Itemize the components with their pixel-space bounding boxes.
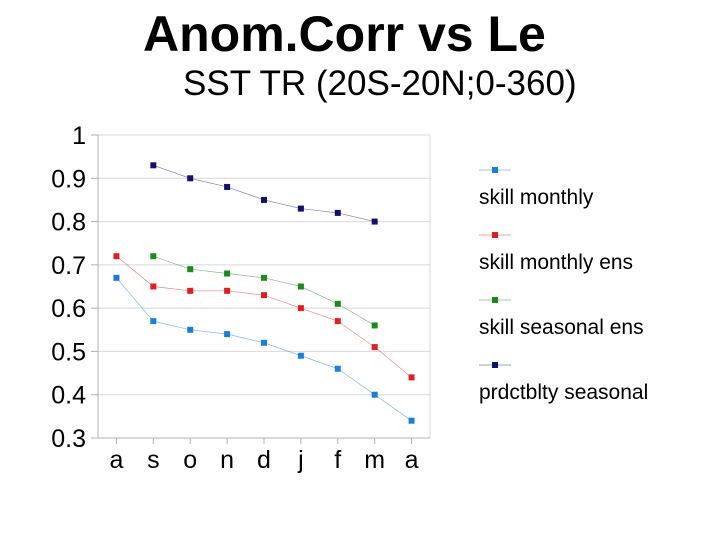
data-point — [334, 365, 341, 372]
legend-label: skill monthly ens — [479, 251, 633, 274]
y-tick-label: 0.9 — [51, 165, 86, 193]
data-point — [408, 417, 415, 424]
data-point — [150, 253, 157, 260]
legend-item: skill monthly ens — [479, 232, 633, 274]
data-point — [297, 352, 304, 359]
data-point — [224, 270, 231, 277]
data-point — [297, 205, 304, 212]
data-point — [371, 391, 378, 398]
grid-lines — [98, 134, 431, 439]
y-axis-ticks: 1 0.9 0.8 0.7 0.6 0.5 0.4 0.3 — [51, 122, 86, 453]
legend-label: skill seasonal ens — [479, 316, 644, 339]
legend: skill monthly skill monthly ens skill seas… — [479, 167, 648, 404]
legend-marker — [492, 362, 498, 368]
y-tick-label: 0.8 — [51, 209, 86, 237]
x-tick-label: a — [109, 446, 123, 474]
data-point — [150, 283, 157, 290]
data-point — [261, 274, 267, 281]
x-tick-label: s — [147, 446, 160, 474]
data-point — [371, 322, 378, 329]
y-tick-label: 1 — [72, 122, 86, 150]
series-1 — [113, 253, 415, 381]
data-point — [224, 331, 231, 338]
legend-item: skill seasonal ens — [479, 297, 644, 339]
y-tick-label: 0.4 — [51, 382, 86, 410]
x-tick-label: j — [297, 446, 304, 474]
data-point — [261, 292, 267, 299]
data-point — [261, 196, 267, 203]
x-tick-label: d — [257, 446, 271, 474]
data-point — [334, 209, 341, 216]
data-point — [187, 287, 194, 294]
chart-subtitle: SST TR (20S-20N;0-360) — [183, 64, 577, 103]
x-tick-label: m — [364, 446, 385, 474]
data-point — [297, 283, 304, 290]
x-tick-label: o — [183, 446, 197, 474]
data-point — [113, 253, 120, 260]
series — [113, 162, 415, 424]
x-tick-label: a — [405, 446, 419, 474]
data-point — [334, 318, 341, 325]
y-tick-label: 0.3 — [51, 425, 86, 453]
legend-label: skill monthly — [479, 186, 594, 209]
data-point — [187, 266, 194, 273]
chart-title: Anom.Corr vs Le — [143, 6, 546, 62]
series-line — [153, 255, 375, 326]
x-tick-label: n — [220, 446, 234, 474]
data-point — [261, 339, 267, 346]
data-point — [297, 305, 304, 312]
series-line — [153, 164, 375, 222]
legend-item: skill monthly — [479, 167, 594, 209]
y-tick-label: 0.5 — [51, 338, 86, 366]
series-0 — [113, 274, 415, 424]
legend-item: prdctblty seasonal — [479, 362, 648, 404]
series-3 — [150, 162, 378, 225]
y-tick-label: 0.6 — [51, 295, 86, 323]
data-point — [371, 218, 378, 225]
data-point — [113, 274, 120, 281]
data-point — [224, 287, 231, 294]
series-line — [116, 255, 412, 378]
data-point — [187, 326, 194, 333]
series-line — [116, 277, 412, 421]
data-point — [408, 374, 415, 381]
legend-marker — [492, 167, 498, 173]
y-tick-label: 0.7 — [51, 252, 86, 280]
legend-marker — [492, 232, 498, 238]
axes — [91, 134, 430, 444]
data-point — [224, 183, 231, 190]
legend-label: prdctblty seasonal — [479, 381, 648, 404]
x-tick-label: f — [334, 446, 341, 474]
data-point — [334, 300, 341, 307]
data-point — [371, 344, 378, 351]
data-point — [150, 162, 157, 169]
legend-marker — [492, 297, 498, 303]
data-point — [187, 175, 194, 182]
series-2 — [150, 253, 378, 329]
data-point — [150, 318, 157, 325]
